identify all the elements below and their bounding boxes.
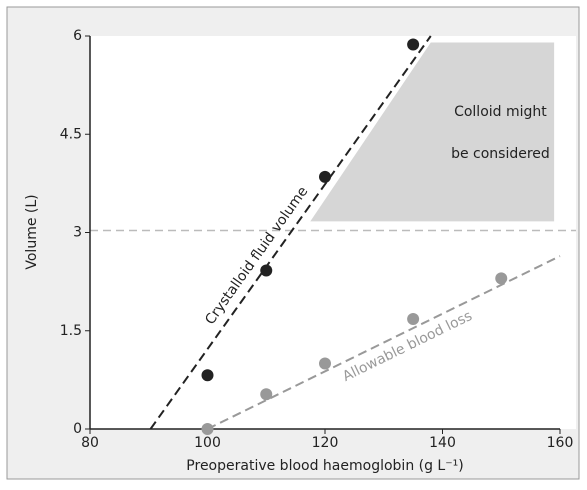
x-tick-label: 100 (194, 435, 221, 451)
point (201, 423, 214, 435)
region-label: be considered (451, 146, 550, 162)
fit-line (207, 255, 561, 430)
y-tick-label: 6 (73, 28, 82, 44)
point (319, 357, 331, 370)
point (260, 388, 273, 401)
x-tick-label: 80 (81, 435, 99, 451)
y-axis-label: Volume (L) (24, 194, 40, 269)
y-tick-label: 0 (73, 421, 82, 437)
y-tick-label: 1.5 (60, 323, 82, 339)
x-tick-label: 160 (547, 435, 574, 451)
region (310, 42, 555, 222)
y-tick-label: 4.5 (60, 126, 82, 142)
point (260, 264, 273, 277)
point (201, 369, 214, 382)
x-axis-label: Preoperative blood haemoglobin (g L⁻¹) (186, 458, 463, 474)
region-label: Colloid might (454, 104, 547, 120)
point (407, 38, 420, 51)
y-tick-label: 3 (73, 225, 82, 241)
point (319, 170, 331, 183)
fit-line (149, 35, 432, 430)
point (495, 272, 508, 285)
x-tick-label: 120 (312, 435, 339, 451)
point (407, 312, 420, 325)
x-tick-label: 140 (429, 435, 456, 451)
